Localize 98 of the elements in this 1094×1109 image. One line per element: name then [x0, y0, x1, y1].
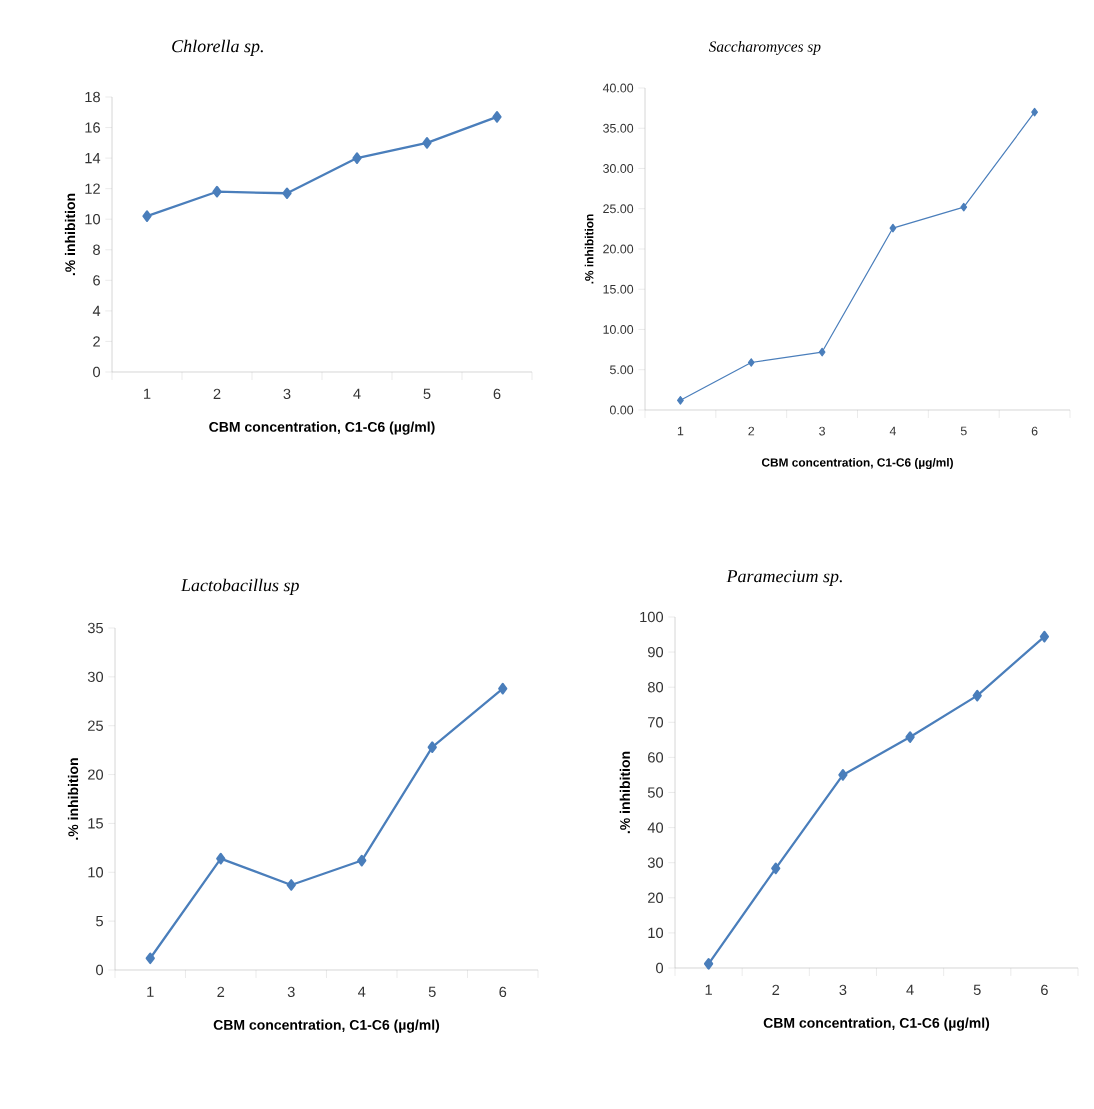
point: [703, 957, 714, 970]
y-tick-label: 70: [648, 717, 664, 728]
y-tick-label: 100: [640, 611, 664, 623]
x-tick-label: 1: [677, 426, 684, 436]
point: [771, 862, 781, 875]
y-tick-label: 0: [96, 964, 104, 976]
point: [972, 689, 982, 702]
x-tick-label: 5: [960, 426, 967, 436]
x-axis-title: CBM concentration, C1-C6 (µg/ml): [761, 457, 953, 470]
x-tick-label: 1: [705, 984, 712, 995]
point: [747, 358, 755, 367]
x-tick-label: 5: [973, 984, 981, 995]
x-tick-label: 6: [499, 986, 507, 998]
x-tick-label: 4: [906, 984, 914, 995]
y-tick-label: 8: [93, 244, 100, 255]
x-tick-label: 4: [358, 986, 366, 997]
x-tick-label: 5: [423, 388, 431, 399]
chart-title: Chlorella sp.: [172, 39, 263, 56]
x-tick-label: 1: [147, 986, 154, 997]
x-tick-label: 3: [283, 388, 291, 400]
y-tick-label: 0.00: [609, 405, 634, 415]
y-tick-label: 30: [87, 671, 104, 683]
y-tick-label: 10.00: [603, 325, 634, 334]
point: [145, 952, 155, 965]
y-tick-label: 16: [85, 122, 100, 133]
point: [422, 137, 432, 149]
y-tick-label: 30: [647, 857, 664, 868]
x-axis-title: CBM concentration, C1-C6 (µg/ml): [213, 1019, 440, 1033]
y-tick-label: 10: [85, 214, 101, 225]
point: [216, 852, 226, 865]
y-tick-label: 20: [648, 892, 664, 903]
x-tick-label: 6: [1041, 984, 1048, 996]
point: [142, 210, 152, 222]
y-tick-label: 0: [93, 366, 101, 378]
y-tick-label: 20.00: [603, 244, 634, 254]
point: [427, 741, 437, 754]
x-tick-label: 2: [213, 388, 221, 399]
y-axis-title: .% inhibition: [584, 214, 594, 284]
y-tick-label: 6: [93, 275, 100, 286]
y-tick-label: 90: [648, 646, 664, 658]
point: [1039, 630, 1050, 643]
x-tick-label: 4: [889, 426, 896, 436]
x-tick-label: 2: [217, 986, 225, 997]
y-tick-label: 5: [96, 916, 103, 927]
y-tick-label: 4: [92, 305, 101, 316]
y-tick-label: 50: [647, 787, 664, 798]
x-tick-label: 3: [287, 986, 295, 998]
y-tick-label: 2: [93, 336, 100, 347]
point: [282, 187, 292, 200]
x-tick-label: 4: [353, 388, 361, 399]
point: [905, 731, 915, 743]
y-tick-label: 5.00: [609, 365, 634, 375]
point: [286, 879, 296, 891]
x-tick-label: 3: [839, 984, 847, 996]
y-axis-title: .% inhibition: [64, 193, 76, 276]
y-tick-label: 40: [647, 822, 664, 833]
point: [889, 223, 897, 233]
x-tick-label: 6: [493, 388, 501, 400]
y-tick-label: 10: [88, 867, 104, 878]
y-axis-title: .% inhibition: [619, 751, 631, 834]
x-tick-label: 5: [428, 986, 436, 997]
chart-title: Saccharomyces sp: [708, 41, 821, 55]
point: [498, 682, 508, 695]
y-tick-label: 20: [88, 769, 104, 780]
y-tick-label: 14: [85, 153, 101, 164]
y-tick-label: 15.00: [603, 284, 634, 294]
x-tick-label: 3: [819, 426, 825, 436]
y-tick-label: 80: [647, 682, 664, 693]
point: [677, 396, 684, 405]
point: [960, 202, 968, 212]
x-tick-label: 6: [1031, 426, 1038, 436]
y-tick-label: 18: [85, 91, 100, 103]
y-tick-label: 25.00: [603, 204, 634, 214]
point: [818, 347, 826, 357]
y-axis-title: .% inhibition: [67, 758, 79, 840]
y-tick-label: 12: [85, 183, 100, 194]
x-tick-label: 2: [748, 426, 755, 436]
y-tick-label: 25: [88, 720, 103, 731]
x-tick-label: 1: [144, 388, 151, 399]
point: [1031, 107, 1038, 117]
point: [352, 152, 362, 164]
y-tick-label: 30.00: [603, 164, 634, 173]
point: [357, 854, 367, 867]
y-tick-label: 15: [88, 818, 103, 829]
point: [838, 769, 848, 781]
y-tick-label: 35.00: [603, 123, 634, 133]
x-tick-label: 2: [772, 984, 780, 995]
chart-title: Lactobacillus sp: [180, 578, 299, 595]
point: [492, 111, 502, 123]
y-tick-label: 35: [87, 622, 103, 634]
x-axis-title: CBM concentration, C1-C6 (µg/ml): [209, 421, 435, 435]
chart-title: Paramecium sp.: [726, 570, 842, 586]
y-tick-label: 10: [648, 927, 664, 939]
y-tick-label: 40.00: [602, 83, 634, 93]
y-tick-label: 0: [656, 962, 664, 974]
point: [212, 185, 222, 198]
x-axis-title: CBM concentration, C1-C6 (µg/ml): [763, 1017, 990, 1031]
y-tick-label: 60: [648, 752, 664, 763]
